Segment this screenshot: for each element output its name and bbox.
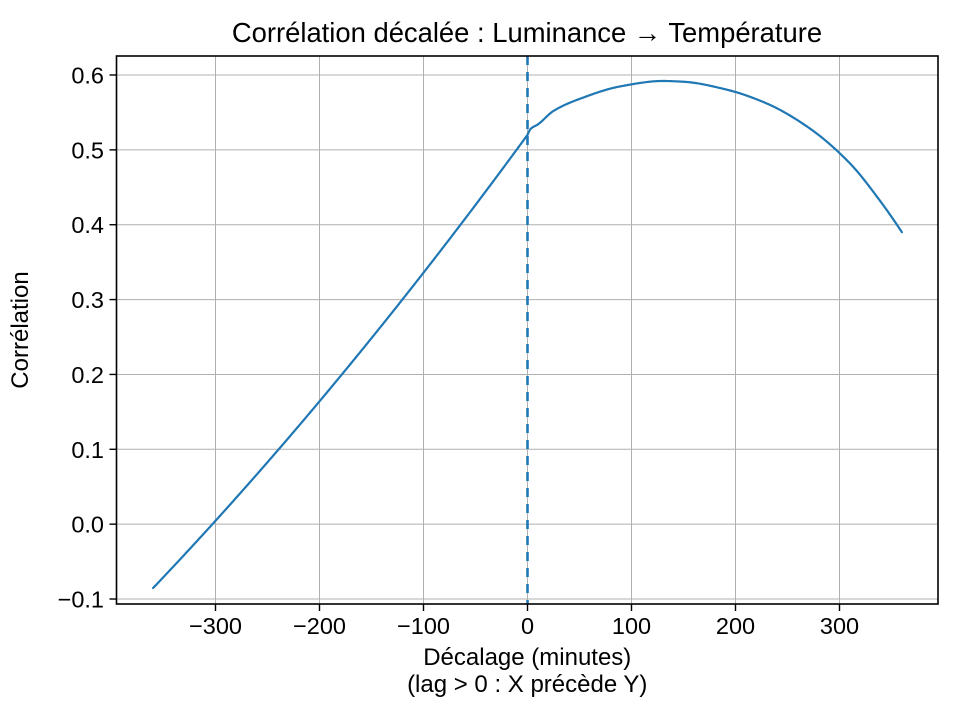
- svg-text:−100: −100: [397, 613, 450, 639]
- svg-text:0: 0: [521, 613, 534, 639]
- svg-text:Décalage (minutes): Décalage (minutes): [423, 644, 631, 671]
- svg-text:300: 300: [820, 613, 859, 639]
- svg-text:−300: −300: [189, 613, 242, 639]
- svg-text:−0.1: −0.1: [58, 587, 104, 613]
- svg-text:200: 200: [716, 613, 755, 639]
- svg-text:0.3: 0.3: [71, 287, 104, 313]
- svg-text:−200: −200: [293, 613, 346, 639]
- svg-text:0.1: 0.1: [71, 437, 104, 463]
- svg-text:0.2: 0.2: [71, 362, 104, 388]
- svg-text:0.5: 0.5: [71, 137, 104, 163]
- svg-text:0.4: 0.4: [71, 212, 104, 238]
- svg-text:0.0: 0.0: [71, 512, 104, 538]
- svg-text:0.6: 0.6: [71, 63, 104, 89]
- svg-text:(lag > 0 : X précède Y): (lag > 0 : X précède Y): [407, 671, 647, 698]
- svg-text:Corrélation: Corrélation: [7, 271, 34, 388]
- svg-text:100: 100: [612, 613, 651, 639]
